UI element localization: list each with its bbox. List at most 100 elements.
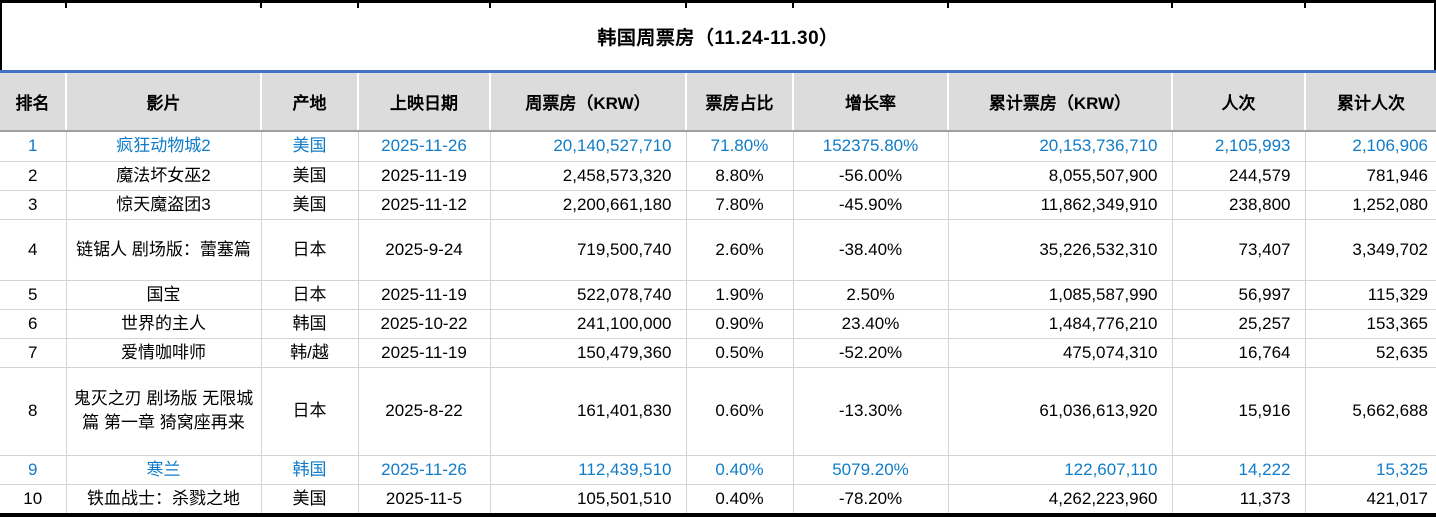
cell-rank[interactable]: 8 — [0, 367, 67, 456]
cell-cumulative_gross[interactable]: 1,085,587,990 — [948, 280, 1173, 310]
cell-growth[interactable]: 152375.80% — [793, 131, 949, 162]
cell-weekly_gross[interactable]: 150,479,360 — [490, 338, 687, 368]
cell-cumulative_gross[interactable]: 1,484,776,210 — [948, 309, 1173, 339]
cell-release_date[interactable]: 2025-11-26 — [358, 455, 491, 485]
cell-cumulative_admissions[interactable]: 115,329 — [1305, 280, 1436, 310]
cell-growth[interactable]: 23.40% — [793, 309, 949, 339]
cell-rank[interactable]: 9 — [0, 455, 67, 485]
cell-share[interactable]: 0.90% — [686, 309, 794, 339]
cell-cumulative_admissions[interactable]: 3,349,702 — [1305, 219, 1436, 281]
cell-cumulative_admissions[interactable]: 52,635 — [1305, 338, 1436, 368]
cell-share[interactable]: 7.80% — [686, 190, 794, 220]
cell-cumulative_gross[interactable]: 8,055,507,900 — [948, 161, 1173, 191]
cell-weekly_gross[interactable]: 20,140,527,710 — [490, 131, 687, 162]
cell-growth[interactable]: -13.30% — [793, 367, 949, 456]
cell-weekly_gross[interactable]: 241,100,000 — [490, 309, 687, 339]
cell-origin[interactable]: 韩国 — [261, 309, 359, 339]
cell-release_date[interactable]: 2025-8-22 — [358, 367, 491, 456]
cell-film[interactable]: 鬼灭之刃 剧场版 无限城篇 第一章 猗窝座再来 — [66, 367, 262, 456]
cell-release_date[interactable]: 2025-11-26 — [358, 131, 491, 162]
cell-cumulative_gross[interactable]: 20,153,736,710 — [948, 131, 1173, 162]
cell-share[interactable]: 0.60% — [686, 367, 794, 456]
cell-film[interactable]: 铁血战士：杀戮之地 — [66, 484, 262, 514]
column-header-growth[interactable]: 增长率 — [793, 73, 949, 132]
cell-share[interactable]: 2.60% — [686, 219, 794, 281]
column-header-origin[interactable]: 产地 — [261, 73, 359, 132]
cell-film[interactable]: 链锯人 剧场版：蕾塞篇 — [66, 219, 262, 281]
cell-admissions[interactable]: 56,997 — [1172, 280, 1306, 310]
cell-growth[interactable]: 5079.20% — [793, 455, 949, 485]
cell-cumulative_gross[interactable]: 11,862,349,910 — [948, 190, 1173, 220]
cell-weekly_gross[interactable]: 161,401,830 — [490, 367, 687, 456]
cell-weekly_gross[interactable]: 2,458,573,320 — [490, 161, 687, 191]
column-header-weekly_gross[interactable]: 周票房（KRW） — [490, 73, 687, 132]
cell-origin[interactable]: 韩/越 — [261, 338, 359, 368]
cell-film[interactable]: 寒兰 — [66, 455, 262, 485]
cell-rank[interactable]: 7 — [0, 338, 67, 368]
cell-cumulative_gross[interactable]: 61,036,613,920 — [948, 367, 1173, 456]
cell-origin[interactable]: 美国 — [261, 484, 359, 514]
cell-weekly_gross[interactable]: 2,200,661,180 — [490, 190, 687, 220]
cell-release_date[interactable]: 2025-11-19 — [358, 280, 491, 310]
column-header-cumulative_admissions[interactable]: 累计人次 — [1305, 73, 1436, 132]
cell-release_date[interactable]: 2025-11-19 — [358, 338, 491, 368]
cell-admissions[interactable]: 2,105,993 — [1172, 131, 1306, 162]
cell-rank[interactable]: 5 — [0, 280, 67, 310]
cell-rank[interactable]: 6 — [0, 309, 67, 339]
column-header-share[interactable]: 票房占比 — [686, 73, 794, 132]
cell-share[interactable]: 71.80% — [686, 131, 794, 162]
cell-origin[interactable]: 日本 — [261, 219, 359, 281]
cell-release_date[interactable]: 2025-11-12 — [358, 190, 491, 220]
column-header-film[interactable]: 影片 — [66, 73, 262, 132]
cell-release_date[interactable]: 2025-10-22 — [358, 309, 491, 339]
cell-growth[interactable]: -38.40% — [793, 219, 949, 281]
cell-share[interactable]: 1.90% — [686, 280, 794, 310]
cell-rank[interactable]: 10 — [0, 484, 67, 514]
cell-cumulative_admissions[interactable]: 5,662,688 — [1305, 367, 1436, 456]
cell-rank[interactable]: 4 — [0, 219, 67, 281]
cell-film[interactable]: 世界的主人 — [66, 309, 262, 339]
cell-share[interactable]: 0.50% — [686, 338, 794, 368]
cell-weekly_gross[interactable]: 105,501,510 — [490, 484, 687, 514]
cell-admissions[interactable]: 14,222 — [1172, 455, 1306, 485]
cell-film[interactable]: 惊天魔盗团3 — [66, 190, 262, 220]
column-header-cumulative_gross[interactable]: 累计票房（KRW） — [948, 73, 1173, 132]
cell-cumulative_admissions[interactable]: 2,106,906 — [1305, 131, 1436, 162]
cell-release_date[interactable]: 2025-9-24 — [358, 219, 491, 281]
cell-origin[interactable]: 美国 — [261, 131, 359, 162]
cell-share[interactable]: 8.80% — [686, 161, 794, 191]
cell-film[interactable]: 魔法坏女巫2 — [66, 161, 262, 191]
cell-cumulative_admissions[interactable]: 421,017 — [1305, 484, 1436, 514]
cell-origin[interactable]: 日本 — [261, 280, 359, 310]
cell-growth[interactable]: -78.20% — [793, 484, 949, 514]
cell-admissions[interactable]: 238,800 — [1172, 190, 1306, 220]
column-header-rank[interactable]: 排名 — [0, 73, 67, 132]
cell-release_date[interactable]: 2025-11-5 — [358, 484, 491, 514]
column-header-release_date[interactable]: 上映日期 — [358, 73, 491, 132]
cell-admissions[interactable]: 11,373 — [1172, 484, 1306, 514]
cell-origin[interactable]: 美国 — [261, 190, 359, 220]
cell-weekly_gross[interactable]: 719,500,740 — [490, 219, 687, 281]
cell-rank[interactable]: 1 — [0, 131, 67, 162]
cell-share[interactable]: 0.40% — [686, 455, 794, 485]
cell-cumulative_admissions[interactable]: 153,365 — [1305, 309, 1436, 339]
cell-cumulative_admissions[interactable]: 15,325 — [1305, 455, 1436, 485]
cell-cumulative_admissions[interactable]: 1,252,080 — [1305, 190, 1436, 220]
cell-cumulative_gross[interactable]: 122,607,110 — [948, 455, 1173, 485]
cell-origin[interactable]: 韩国 — [261, 455, 359, 485]
cell-origin[interactable]: 美国 — [261, 161, 359, 191]
title-cell[interactable]: 韩国周票房（11.24-11.30） — [0, 3, 1436, 70]
cell-weekly_gross[interactable]: 112,439,510 — [490, 455, 687, 485]
cell-cumulative_gross[interactable]: 475,074,310 — [948, 338, 1173, 368]
cell-growth[interactable]: -45.90% — [793, 190, 949, 220]
cell-share[interactable]: 0.40% — [686, 484, 794, 514]
cell-film[interactable]: 爱情咖啡师 — [66, 338, 262, 368]
cell-weekly_gross[interactable]: 522,078,740 — [490, 280, 687, 310]
cell-cumulative_admissions[interactable]: 781,946 — [1305, 161, 1436, 191]
cell-cumulative_gross[interactable]: 4,262,223,960 — [948, 484, 1173, 514]
cell-origin[interactable]: 日本 — [261, 367, 359, 456]
cell-admissions[interactable]: 73,407 — [1172, 219, 1306, 281]
cell-admissions[interactable]: 244,579 — [1172, 161, 1306, 191]
cell-film[interactable]: 疯狂动物城2 — [66, 131, 262, 162]
cell-release_date[interactable]: 2025-11-19 — [358, 161, 491, 191]
